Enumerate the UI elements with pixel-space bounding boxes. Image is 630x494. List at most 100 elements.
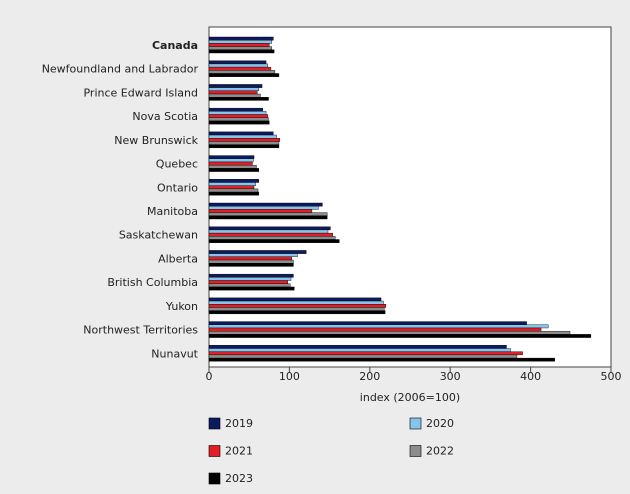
bar-newfoundland-and-labrador-2022 (208, 70, 276, 74)
x-axis: 0 100 200 300 400 500 (206, 367, 622, 383)
bar-manitoba-2019 (208, 202, 323, 207)
bar-quebec-2023 (208, 168, 260, 172)
x-tick-label: 300 (440, 370, 461, 383)
bar-new-brunswick-2020 (208, 134, 277, 139)
bar-new-brunswick-2019 (208, 131, 274, 136)
bar-yukon-2022 (208, 307, 385, 311)
bar-alberta-2023 (208, 263, 294, 267)
x-tick-label: 500 (601, 370, 622, 383)
bar-nova-scotia-2019 (208, 107, 264, 112)
bar-ontario-2021 (208, 185, 255, 190)
bar-canada-2021 (208, 43, 270, 47)
bar-quebec-2021 (208, 161, 253, 166)
bar-manitoba-2020 (208, 205, 319, 210)
category-label: Nunavut (151, 347, 198, 360)
bar-prince-edward-island-2022 (208, 93, 261, 98)
x-tick-label: 400 (520, 370, 541, 383)
bar-canada-2023 (208, 49, 275, 54)
bar-alberta-2019 (208, 250, 307, 254)
bar-nunavut-2019 (208, 345, 507, 349)
bar-nova-scotia-2023 (208, 120, 270, 125)
bar-northwest-territories-2022 (208, 330, 571, 335)
bar-saskatchewan-2020 (208, 229, 329, 234)
bar-newfoundland-and-labrador-2020 (208, 63, 268, 68)
legend: 2019 2020 2021 2022 2023 (208, 417, 454, 485)
category-label: British Columbia (107, 276, 198, 289)
bar-new-brunswick-2022 (208, 141, 280, 145)
bar-nunavut-2022 (208, 354, 518, 359)
bar-british-columbia-2023 (208, 286, 295, 291)
bar-quebec-2020 (208, 158, 254, 163)
category-label: Saskatchewan (119, 229, 198, 242)
category-label: Prince Edward Island (83, 86, 198, 99)
bar-northwest-territories-2020 (208, 324, 549, 329)
bar-nova-scotia-2022 (208, 117, 269, 122)
bar-saskatchewan-2023 (208, 239, 340, 243)
bar-yukon-2023 (208, 310, 386, 315)
bar-ontario-2020 (208, 182, 256, 186)
bar-alberta-2021 (208, 256, 293, 261)
legend-label: 2022 (426, 445, 454, 458)
legend-label: 2019 (225, 417, 253, 430)
bar-saskatchewan-2019 (208, 226, 331, 231)
legend-swatch-2020 (409, 417, 422, 430)
bar-british-columbia-2019 (208, 273, 294, 278)
legend-label: 2021 (225, 445, 253, 458)
bar-prince-edward-island-2020 (208, 87, 260, 92)
bar-yukon-2020 (208, 300, 384, 305)
bar-newfoundland-and-labrador-2021 (208, 66, 272, 71)
bar-manitoba-2021 (208, 209, 313, 213)
bar-british-columbia-2020 (208, 277, 292, 281)
bar-nova-scotia-2021 (208, 114, 268, 118)
category-label: Yukon (165, 300, 198, 313)
bar-ontario-2023 (208, 191, 260, 196)
category-labels: Canada Newfoundland and Labrador Prince Ed… (42, 39, 199, 360)
legend-swatch-2021 (208, 445, 221, 457)
category-label: Nova Scotia (132, 110, 198, 123)
bar-northwest-territories-2019 (208, 321, 527, 325)
bar-canada-2020 (208, 40, 272, 44)
bar-british-columbia-2021 (208, 280, 288, 284)
category-label: Ontario (157, 181, 198, 194)
category-label: Manitoba (147, 205, 198, 218)
bar-nunavut-2020 (208, 348, 511, 352)
category-label: Newfoundland and Labrador (42, 63, 199, 76)
category-label: Quebec (156, 158, 198, 171)
bar-manitoba-2022 (208, 212, 328, 217)
plot-area (208, 26, 612, 368)
bar-prince-edward-island-2023 (208, 97, 269, 101)
legend-swatch-2023 (208, 472, 221, 485)
bar-newfoundland-and-labrador-2019 (208, 60, 267, 65)
bar-prince-edward-island-2021 (208, 90, 258, 95)
bar-british-columbia-2022 (208, 283, 291, 288)
bar-northwest-territories-2021 (208, 327, 542, 332)
bar-northwest-territories-2023 (208, 334, 592, 338)
bar-nunavut-2023 (208, 357, 555, 362)
bar-newfoundland-and-labrador-2023 (208, 73, 280, 77)
bar-manitoba-2023 (208, 215, 328, 220)
bar-saskatchewan-2021 (208, 232, 334, 237)
x-tick-label: 200 (359, 370, 380, 383)
bar-nunavut-2021 (208, 351, 523, 356)
x-tick-label: 0 (206, 370, 213, 383)
x-axis-title: index (2006=100) (360, 391, 460, 404)
bar-saskatchewan-2022 (208, 236, 336, 240)
bars-layer (208, 36, 592, 362)
category-label: New Brunswick (114, 134, 198, 147)
bar-canada-2019 (208, 36, 274, 41)
legend-swatch-2019 (208, 417, 221, 430)
legend-swatch-2022 (409, 445, 422, 457)
bar-new-brunswick-2023 (208, 144, 280, 149)
bar-yukon-2021 (208, 304, 387, 308)
bar-ontario-2022 (208, 188, 259, 193)
bar-quebec-2022 (208, 164, 257, 169)
bar-alberta-2022 (208, 259, 294, 264)
category-label: Northwest Territories (83, 324, 198, 337)
legend-label: 2023 (225, 472, 253, 485)
bar-nova-scotia-2020 (208, 111, 267, 115)
bar-prince-edward-island-2019 (208, 84, 263, 88)
bar-quebec-2019 (208, 155, 255, 159)
category-label: Alberta (158, 252, 198, 265)
bar-new-brunswick-2021 (208, 138, 280, 142)
